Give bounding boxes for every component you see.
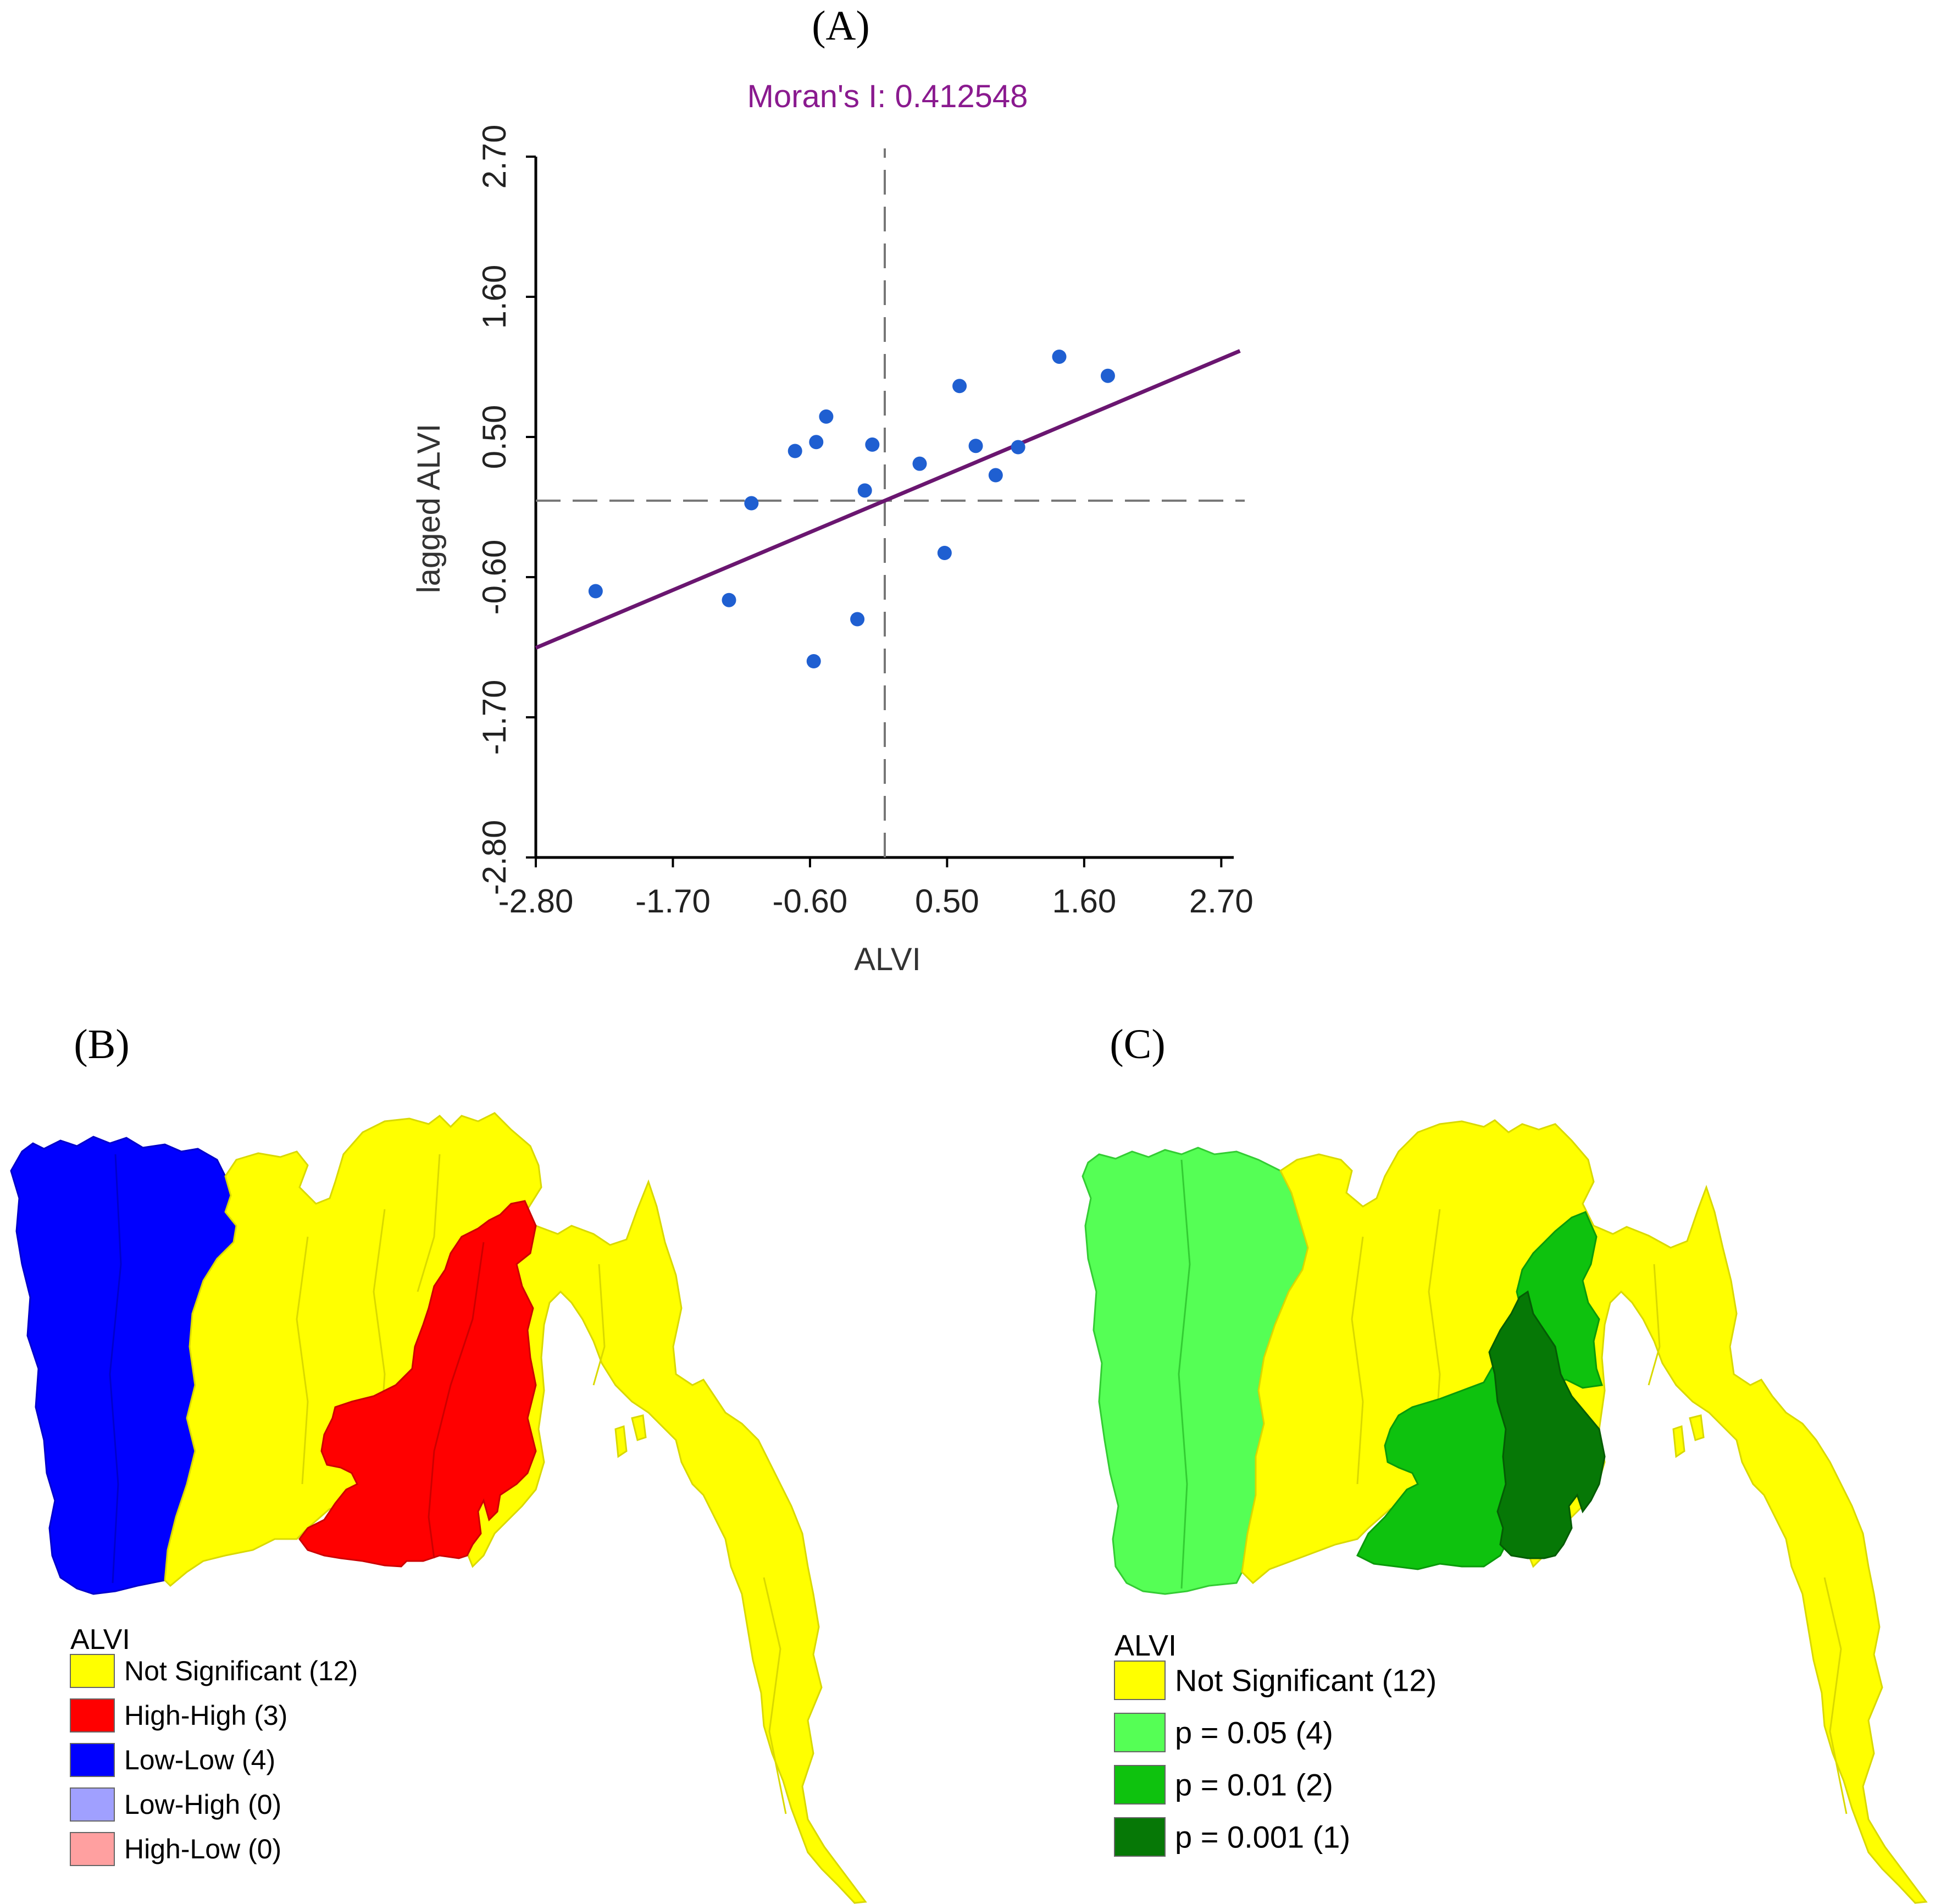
legend-b-title: ALVI (70, 1624, 130, 1656)
data-point (744, 496, 759, 511)
data-point (988, 468, 1003, 483)
regression-line (535, 349, 1241, 650)
data-point (809, 435, 824, 450)
legend-swatch (70, 1743, 115, 1777)
y-tick-labels: -2.80 -1.70 -0.60 0.50 1.60 2.70 (476, 125, 536, 895)
y-tick-label: 2.70 (476, 125, 513, 189)
data-point (968, 439, 983, 453)
x-tick-label: 0.50 (915, 883, 979, 920)
legend-label: p = 0.001 (1) (1175, 1820, 1350, 1855)
x-tick-label: 2.70 (1189, 883, 1254, 920)
legend-label: Not Significant (12) (124, 1656, 358, 1686)
panel-c-label: (C) (1110, 1021, 1165, 1067)
y-tick-label: 1.60 (476, 265, 513, 329)
x-tick-label: 1.60 (1052, 883, 1116, 920)
district-border (428, 1242, 485, 1559)
cluster-map (10, 1112, 867, 1904)
y-tick-label: -0.60 (476, 540, 513, 615)
data-point (1011, 440, 1025, 455)
legend-label: Low-Low (4) (124, 1745, 275, 1775)
legend-label: Low-High (0) (124, 1789, 281, 1820)
data-point (912, 456, 927, 471)
legend-label: p = 0.01 (2) (1175, 1768, 1333, 1802)
legend-label: p = 0.05 (4) (1175, 1715, 1333, 1750)
x-tick-label: -0.60 (773, 883, 848, 920)
x-axis-label: ALVI (854, 942, 920, 977)
legend-c-title: ALVI (1114, 1629, 1177, 1662)
island (614, 1425, 628, 1458)
district-border (1648, 1264, 1661, 1386)
legend-label: High-Low (0) (124, 1834, 281, 1864)
y-axis-label: lagged ALVI (411, 424, 447, 594)
y-tick-label: -2.80 (476, 820, 513, 895)
data-point (788, 444, 802, 458)
y-tick-label: -1.70 (476, 680, 513, 755)
legend-c-items: Not Significant (12) p = 0.05 (4) p = 0.01… (1114, 1661, 1437, 1857)
legend-swatch (1114, 1713, 1166, 1752)
district-border (1823, 1577, 1848, 1814)
legend-b: ALVI Not Significant (12) High-High (3) Lo… (70, 1624, 358, 1866)
moran-scatter-plot: Moran's I: 0.412548 ALVI lagged ALVI -2.… (411, 79, 1254, 977)
x-tick-label: -1.70 (635, 883, 711, 920)
x-tick-labels: -2.80 -1.70 -0.60 0.50 1.60 2.70 (498, 857, 1254, 920)
data-point (722, 593, 736, 607)
legend-swatch (1114, 1661, 1166, 1700)
regression-line-group (535, 349, 1241, 650)
district-border (296, 1236, 309, 1485)
region-not-significant (164, 1112, 867, 1904)
island (1672, 1425, 1685, 1458)
legend-swatch (70, 1698, 115, 1733)
mean-reference-lines (536, 148, 1245, 857)
district-border (1178, 1159, 1191, 1589)
legend-c: ALVI Not Significant (12) p = 0.05 (4) p =… (1114, 1629, 1437, 1857)
district-border (417, 1154, 441, 1292)
legend-swatch (70, 1787, 115, 1822)
legend-b-items: Not Significant (12) High-High (3) Low-Low… (70, 1654, 358, 1866)
region-p-0-001 (1488, 1290, 1606, 1559)
island (1689, 1414, 1705, 1441)
data-point (1100, 368, 1115, 383)
legend-swatch (1114, 1765, 1166, 1805)
data-point (865, 437, 880, 452)
data-point (806, 654, 821, 668)
legend-swatch (70, 1832, 115, 1866)
data-point (937, 545, 952, 560)
legend-swatch (70, 1654, 115, 1688)
x-tick-label: -2.80 (498, 883, 574, 920)
legend-label: High-High (3) (124, 1700, 287, 1731)
island (631, 1414, 647, 1441)
legend-label: Not Significant (12) (1175, 1663, 1437, 1698)
data-point (819, 409, 834, 424)
district-border (592, 1264, 606, 1386)
district-border (763, 1577, 787, 1814)
y-tick-label: 0.50 (476, 405, 513, 469)
data-point (1052, 349, 1067, 364)
data-point (588, 584, 603, 599)
district-border (1351, 1236, 1364, 1485)
data-point (952, 379, 967, 394)
data-point (857, 483, 872, 498)
legend-swatch (1114, 1817, 1166, 1857)
panel-b-label: (B) (74, 1021, 129, 1067)
significance-map (1082, 1119, 1928, 1904)
data-point (850, 612, 865, 627)
district-border (109, 1154, 122, 1584)
panel-a-label: (A) (812, 3, 870, 49)
chart-title: Moran's I: 0.412548 (747, 79, 1028, 114)
data-points (588, 349, 1115, 668)
